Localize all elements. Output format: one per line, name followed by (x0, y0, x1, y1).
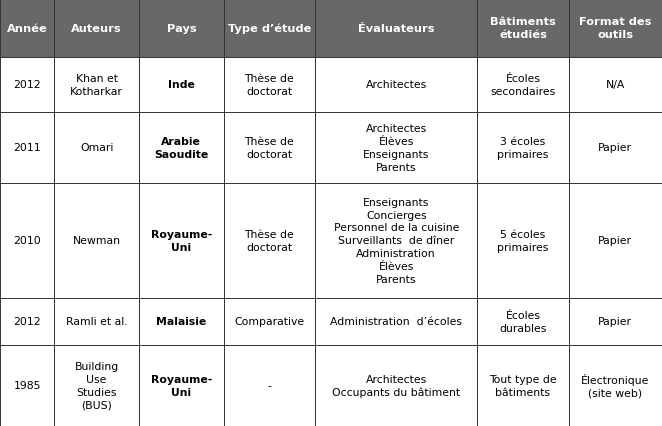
Bar (139, 0, 224, 58)
Text: Évaluateurs: Évaluateurs (358, 24, 434, 34)
Text: Année: Année (7, 24, 48, 34)
Bar (224, 183, 315, 298)
Text: Écoles
durables: Écoles durables (499, 310, 547, 333)
Bar (54, 183, 139, 298)
Text: Thèse de
doctorat: Thèse de doctorat (244, 229, 295, 252)
Bar (569, 298, 662, 345)
Text: Papier: Papier (598, 317, 632, 327)
Text: Électronique
(site web): Électronique (site web) (581, 373, 649, 398)
Text: Pays: Pays (167, 24, 196, 34)
Text: 5 écoles
primaires: 5 écoles primaires (497, 229, 549, 252)
Bar (139, 298, 224, 345)
Text: 2011: 2011 (13, 143, 41, 153)
Bar (569, 183, 662, 298)
Bar (54, 345, 139, 426)
Text: Tout type de
bâtiments: Tout type de bâtiments (489, 374, 557, 397)
Text: Format des
outils: Format des outils (579, 17, 651, 40)
Bar (0, 113, 54, 183)
Bar (139, 345, 224, 426)
Bar (224, 298, 315, 345)
Text: 2012: 2012 (13, 80, 41, 90)
Text: Bâtiments
étudiés: Bâtiments étudiés (490, 17, 556, 40)
Bar (315, 58, 477, 113)
Bar (0, 183, 54, 298)
Text: Newman: Newman (73, 236, 120, 246)
Text: Architectes: Architectes (365, 80, 427, 90)
Text: Khan et
Kotharkar: Khan et Kotharkar (70, 74, 123, 97)
Bar (315, 113, 477, 183)
Bar (54, 298, 139, 345)
Bar (54, 113, 139, 183)
Text: -: - (267, 380, 271, 391)
Text: Administration  d’écoles: Administration d’écoles (330, 317, 462, 327)
Bar (315, 345, 477, 426)
Bar (569, 58, 662, 113)
Text: Écoles
secondaires: Écoles secondaires (491, 74, 555, 97)
Text: Building
Use
Studies
(BUS): Building Use Studies (BUS) (75, 361, 118, 410)
Bar (569, 345, 662, 426)
Bar (224, 58, 315, 113)
Bar (315, 0, 477, 58)
Bar (224, 113, 315, 183)
Bar (477, 183, 569, 298)
Text: 2010: 2010 (13, 236, 41, 246)
Text: Arabie
Saoudite: Arabie Saoudite (154, 137, 209, 159)
Bar (477, 345, 569, 426)
Text: 1985: 1985 (13, 380, 41, 391)
Text: 3 écoles
primaires: 3 écoles primaires (497, 137, 549, 159)
Bar (569, 0, 662, 58)
Bar (139, 113, 224, 183)
Bar (54, 58, 139, 113)
Bar (477, 113, 569, 183)
Bar (0, 58, 54, 113)
Bar (54, 0, 139, 58)
Text: Type d’étude: Type d’étude (228, 23, 311, 34)
Bar (569, 113, 662, 183)
Bar (139, 58, 224, 113)
Text: Comparative: Comparative (234, 317, 305, 327)
Bar (477, 298, 569, 345)
Text: Omari: Omari (80, 143, 113, 153)
Bar (477, 0, 569, 58)
Bar (0, 345, 54, 426)
Bar (315, 298, 477, 345)
Text: Royaume-
Uni: Royaume- Uni (151, 229, 212, 252)
Bar (139, 183, 224, 298)
Bar (0, 0, 54, 58)
Bar (315, 183, 477, 298)
Text: Architectes
Élèves
Enseignants
Parents: Architectes Élèves Enseignants Parents (363, 124, 430, 172)
Text: Thèse de
doctorat: Thèse de doctorat (244, 137, 295, 159)
Text: Enseignants
Concierges
Personnel de la cuisine
Surveillants  de dîner
Administra: Enseignants Concierges Personnel de la c… (334, 197, 459, 284)
Text: Architectes
Occupants du bâtiment: Architectes Occupants du bâtiment (332, 374, 460, 397)
Text: 2012: 2012 (13, 317, 41, 327)
Text: Malaisie: Malaisie (156, 317, 207, 327)
Bar (224, 0, 315, 58)
Text: Inde: Inde (168, 80, 195, 90)
Text: Papier: Papier (598, 143, 632, 153)
Bar (477, 58, 569, 113)
Bar (224, 345, 315, 426)
Bar (0, 298, 54, 345)
Text: Ramli et al.: Ramli et al. (66, 317, 128, 327)
Text: Auteurs: Auteurs (71, 24, 122, 34)
Text: Royaume-
Uni: Royaume- Uni (151, 374, 212, 397)
Text: Thèse de
doctorat: Thèse de doctorat (244, 74, 295, 97)
Text: Papier: Papier (598, 236, 632, 246)
Text: N/A: N/A (606, 80, 625, 90)
